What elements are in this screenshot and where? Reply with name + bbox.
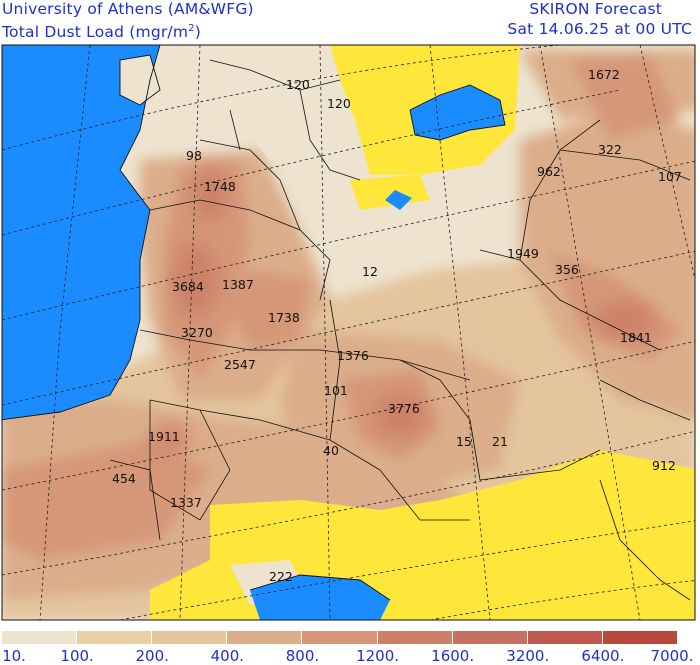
colorbar-tick-label: 1200. [356, 647, 400, 665]
map-value-label: 222 [269, 569, 293, 584]
coastlines [2, 45, 506, 601]
forecast-system-title: SKIRON Forecast [529, 0, 662, 18]
colorbar-tick-label: 7000. [650, 647, 694, 665]
seas [2, 45, 505, 620]
map-value-label: 1387 [222, 277, 254, 292]
colorbar-segment [2, 631, 77, 644]
map-value-label: 1911 [148, 429, 180, 444]
borders [109, 59, 691, 601]
colorbar-segment [377, 631, 452, 644]
map-value-label: 120 [327, 96, 351, 111]
map-value-label: 1738 [268, 310, 300, 325]
colorbar-segment [227, 631, 302, 644]
map-value-label: 12 [362, 264, 378, 279]
map-value-label: 120 [286, 77, 310, 92]
colorbar-tick-label: 800. [285, 647, 320, 665]
colorbar-segment [527, 631, 602, 644]
map-value-label: 454 [112, 471, 136, 486]
colorbar-tick-label: 200. [135, 647, 169, 665]
map-value-label: 322 [598, 142, 622, 157]
colorbar-segment [152, 631, 227, 644]
dust-peaks [150, 167, 655, 454]
map-value-label: 3776 [388, 401, 420, 416]
map-value-label: 1376 [337, 348, 369, 363]
map-value-label: 107 [658, 169, 682, 184]
aegean-sea [385, 190, 412, 210]
map-value-label: 1672 [588, 67, 620, 82]
colorbar-tick-label: 1600. [431, 647, 475, 665]
map-value-label: 21 [492, 434, 508, 449]
map-value-label: 15 [456, 434, 472, 449]
map-value-label: 3684 [172, 279, 204, 294]
map-value-label: 962 [537, 164, 561, 179]
map-value-label: 1337 [170, 495, 202, 510]
map-value-label: 1949 [507, 246, 539, 261]
map-value-label: 1841 [620, 330, 652, 345]
graticule [2, 45, 695, 620]
product-title: Total Dust Load (mgr/m2) [2, 23, 201, 42]
atlantic-ocean [2, 45, 160, 420]
map-value-labels: 1672 120 120 322 98 962 107 1748 1949 356 12 3684 13… [112, 67, 682, 584]
map-value-label: 2547 [224, 357, 256, 372]
colorbar-segment [302, 631, 377, 644]
colorbar-tick-label: 6400. [581, 647, 625, 665]
gulf-waters [250, 575, 390, 620]
colorbar-tick-label: 400. [210, 647, 245, 665]
institution-title: University of Athens (AM&WFG) [2, 0, 254, 18]
british-isles [120, 55, 160, 105]
forecast-time: Sat 14.06.25 at 00 UTC [507, 20, 692, 38]
map-value-label: 1748 [204, 179, 236, 194]
map-value-label: 40 [323, 443, 339, 458]
map-value-label: 98 [186, 148, 202, 163]
map-value-label: 356 [555, 262, 579, 277]
colorbar-segment [452, 631, 527, 644]
black-sea [410, 85, 505, 140]
colorbar-segment [602, 631, 677, 644]
colorbar-tick-label: 3200. [506, 647, 550, 665]
colorbar-tick-label: 100. [60, 647, 94, 665]
colorbar-segment [77, 631, 152, 644]
map-frame [1, 44, 696, 621]
map-value-label: 3270 [181, 325, 213, 340]
map-value-label: 101 [324, 383, 348, 398]
colorbar-tick-label: 10. [2, 647, 26, 665]
map-value-label: 912 [652, 458, 676, 473]
